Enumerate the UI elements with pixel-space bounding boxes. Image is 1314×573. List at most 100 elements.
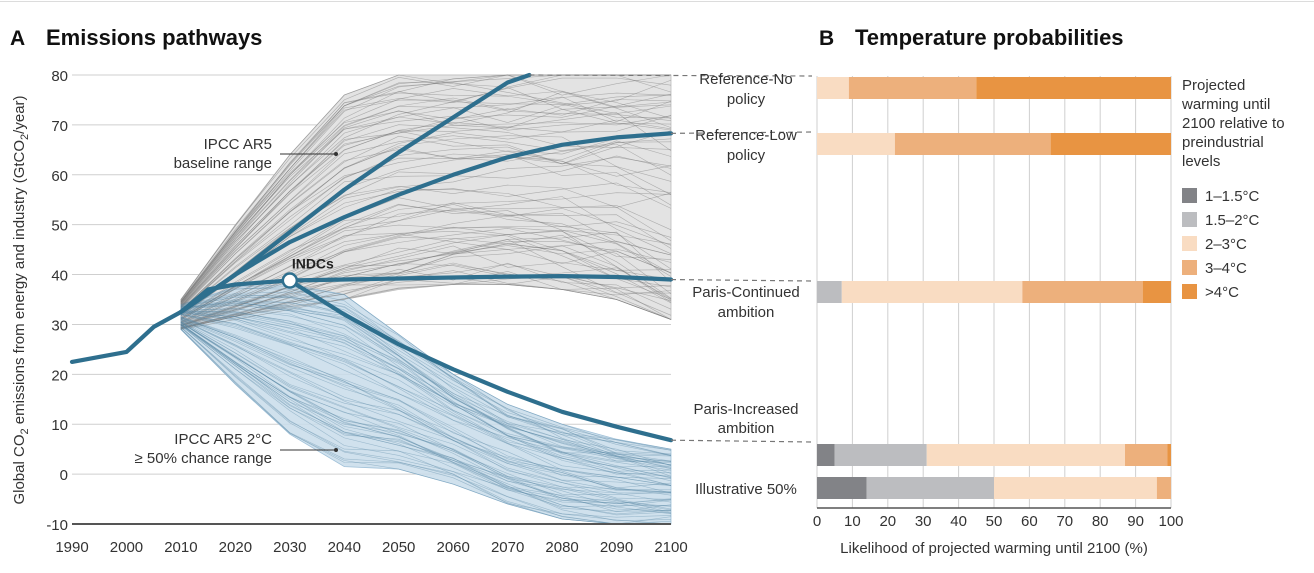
legend-swatch	[1182, 188, 1197, 203]
scenario-line	[180, 310, 672, 469]
bar-segment	[817, 77, 849, 99]
scenario-line	[180, 313, 672, 478]
scenario-line	[180, 324, 672, 514]
legend-label: 2–3°C	[1205, 236, 1247, 253]
legend-title: levels	[1182, 153, 1220, 170]
scenario-line	[180, 227, 672, 324]
scenario-line	[180, 317, 672, 489]
x-tick-label: 40	[950, 513, 967, 530]
scenario-line	[180, 323, 672, 513]
scenario-line	[180, 135, 672, 311]
scenario-line	[180, 240, 672, 326]
indc-circle	[281, 272, 299, 289]
row-label: policy	[727, 147, 766, 164]
bar-segment	[866, 477, 994, 499]
scenario-line	[180, 326, 672, 525]
legend-swatch	[1182, 284, 1197, 299]
scenario-line	[180, 213, 672, 323]
scenario-line	[180, 92, 672, 304]
bar-segment	[976, 77, 1171, 99]
row-label: Paris-Continued	[692, 284, 800, 301]
row-label: Reference-Low	[695, 127, 797, 144]
scenario-line	[180, 263, 672, 329]
scenario-line	[180, 310, 672, 468]
connector-dashed	[529, 74, 813, 77]
scenario-line	[180, 230, 672, 322]
scenario-line	[180, 135, 672, 310]
scenario-line	[180, 323, 672, 507]
scenario-line	[180, 133, 672, 311]
series-historical	[69, 309, 183, 364]
scenario-line	[180, 311, 672, 479]
row-label: ambition	[718, 420, 775, 437]
x-tick-label: 100	[1158, 513, 1183, 530]
x-tick-label: 80	[1092, 513, 1109, 530]
bar-segment	[994, 477, 1157, 499]
x-tick-label: 30	[915, 513, 932, 530]
scenario-line	[180, 231, 672, 326]
scenario-line	[180, 101, 672, 306]
x-tick-label: 0	[813, 513, 821, 530]
scenario-line	[180, 237, 672, 324]
scenario-line	[180, 248, 672, 325]
baseline-range-label-line1: IPCC AR5	[204, 136, 272, 153]
scenario-line	[180, 325, 672, 511]
scenario-line	[180, 311, 672, 469]
x-tick-label: 2000	[110, 539, 143, 556]
scenario-line	[180, 312, 672, 475]
panel-b-row-labels: Reference-No policy Reference-Low policy Par…	[692, 71, 800, 498]
scenario-line	[180, 156, 672, 314]
row-label: Reference-No	[699, 71, 792, 88]
bar-segment	[1022, 281, 1143, 303]
scenario-line	[180, 301, 672, 465]
scenario-line	[180, 324, 672, 515]
y-tick-label: 10	[51, 417, 68, 434]
scenario-line	[180, 301, 672, 455]
scenario-line	[180, 329, 672, 525]
x-tick-label: 90	[1127, 513, 1144, 530]
legend-label: 1–1.5°C	[1205, 188, 1260, 205]
scenario-line	[180, 278, 672, 328]
bar-segment	[817, 133, 895, 155]
scenario-line	[180, 302, 672, 463]
connector-dashed	[670, 439, 813, 443]
y-tick-label: 80	[51, 68, 68, 85]
scenario-line	[180, 285, 672, 456]
legend-swatch	[1182, 212, 1197, 227]
legend-label: 3–4°C	[1205, 260, 1247, 277]
series-paris-increased-ambition	[287, 278, 674, 443]
scenario-line	[180, 204, 672, 318]
scenario-line	[180, 93, 672, 307]
scenario-line	[180, 322, 672, 510]
scenario-line	[180, 323, 672, 515]
legend-title: warming until	[1181, 96, 1270, 113]
scenario-line	[180, 140, 672, 312]
scenario-line	[180, 321, 672, 505]
panel-a-scenario-lines	[180, 74, 672, 525]
bar-segment	[848, 77, 977, 99]
scenario-line	[180, 322, 672, 511]
scenario-line	[180, 301, 672, 466]
scenario-line	[180, 322, 672, 503]
legend-swatch	[1182, 260, 1197, 275]
scenario-line	[180, 318, 672, 500]
panel-a-series	[69, 72, 674, 443]
scenario-line	[180, 311, 672, 474]
bar-segment	[1167, 444, 1171, 466]
scenario-line	[180, 119, 672, 311]
row-label: Illustrative 50%	[695, 481, 797, 498]
legend-swatch	[1182, 236, 1197, 251]
y-tick-label: 30	[51, 317, 68, 334]
panel-a-y-axis-label: Global CO2 emissions from energy and ind…	[11, 95, 31, 504]
x-tick-label: 2070	[491, 539, 524, 556]
scenario-line	[180, 324, 672, 508]
scenario-line	[180, 143, 672, 309]
panel-a-title: Emissions pathways	[46, 25, 262, 50]
row-label: ambition	[718, 304, 775, 321]
scenario-line	[180, 312, 672, 466]
scenario-line	[180, 202, 672, 319]
x-tick-label: 2010	[164, 539, 197, 556]
scenario-line	[180, 312, 672, 472]
legend-title: 2100 relative to	[1182, 115, 1285, 132]
